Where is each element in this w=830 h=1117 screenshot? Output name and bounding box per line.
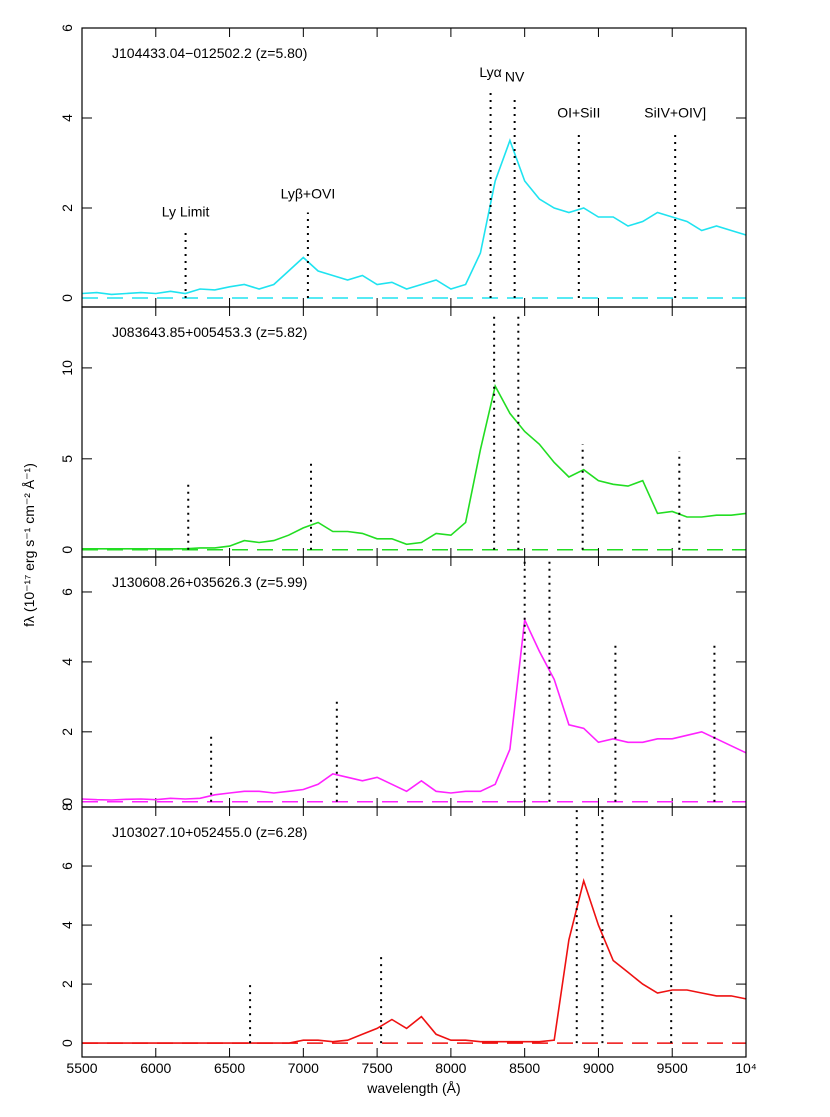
x-tick-label: 8500 xyxy=(509,1060,540,1076)
line-label: Ly Limit xyxy=(162,204,210,220)
panel-frame xyxy=(81,556,747,808)
y-tick-label: 6 xyxy=(59,862,75,870)
line-label: Lyα xyxy=(479,64,501,80)
x-tick-label: 9000 xyxy=(583,1060,614,1076)
line-label: NV xyxy=(505,69,525,85)
y-tick-label: 6 xyxy=(59,588,75,596)
y-tick-label: 0 xyxy=(59,546,75,554)
spectrum-line xyxy=(82,383,747,550)
x-axis-label: wavelength (Å) xyxy=(366,1080,460,1096)
x-tick-label: 7000 xyxy=(288,1060,319,1076)
y-tick-label: 0 xyxy=(59,1039,75,1047)
x-tick-label: 9500 xyxy=(657,1060,688,1076)
y-tick-label: 2 xyxy=(59,980,75,988)
line-label: OI+SiII xyxy=(557,105,600,121)
y-tick-label: 2 xyxy=(59,728,75,736)
line-label: Lyβ+OVI xyxy=(281,186,336,202)
x-tick-label: 5500 xyxy=(66,1060,97,1076)
spectrum-line xyxy=(82,877,747,1044)
panel-frame xyxy=(81,306,747,558)
x-tick-label: 6500 xyxy=(214,1060,245,1076)
x-tick-label: 7500 xyxy=(362,1060,393,1076)
y-tick-label: 2 xyxy=(59,204,75,212)
y-tick-label: 4 xyxy=(59,114,75,122)
panel-title: J130608.26+035626.3 (z=5.99) xyxy=(112,574,307,590)
y-tick-label: 6 xyxy=(59,24,75,32)
spectrum-line xyxy=(81,616,747,801)
panel-title: J083643.85+005453.3 (z=5.82) xyxy=(112,324,307,340)
y-tick-label: 10 xyxy=(59,360,75,376)
y-tick-label: 0 xyxy=(59,798,75,806)
x-tick-label: 6000 xyxy=(140,1060,171,1076)
y-tick-label: 4 xyxy=(59,921,75,929)
panel-frame xyxy=(81,27,747,308)
line-label: SiIV+OIV] xyxy=(644,105,706,121)
y-tick-label: 0 xyxy=(59,294,75,302)
spectrum-line xyxy=(81,138,747,296)
y-tick-label: 8 xyxy=(59,803,75,811)
x-tick-label: 8000 xyxy=(435,1060,466,1076)
y-tick-label: 4 xyxy=(59,658,75,666)
y-axis-label: fλ (10⁻¹⁷ erg s⁻¹ cm⁻² Å⁻¹) xyxy=(21,463,37,627)
panel-frame xyxy=(81,806,747,1058)
x-tick-label: 10⁴ xyxy=(735,1060,757,1076)
y-tick-label: 5 xyxy=(59,455,75,463)
panel-title: J103027.10+052455.0 (z=6.28) xyxy=(112,824,307,840)
panel-title: J104433.04−012502.2 (z=5.80) xyxy=(112,45,307,61)
